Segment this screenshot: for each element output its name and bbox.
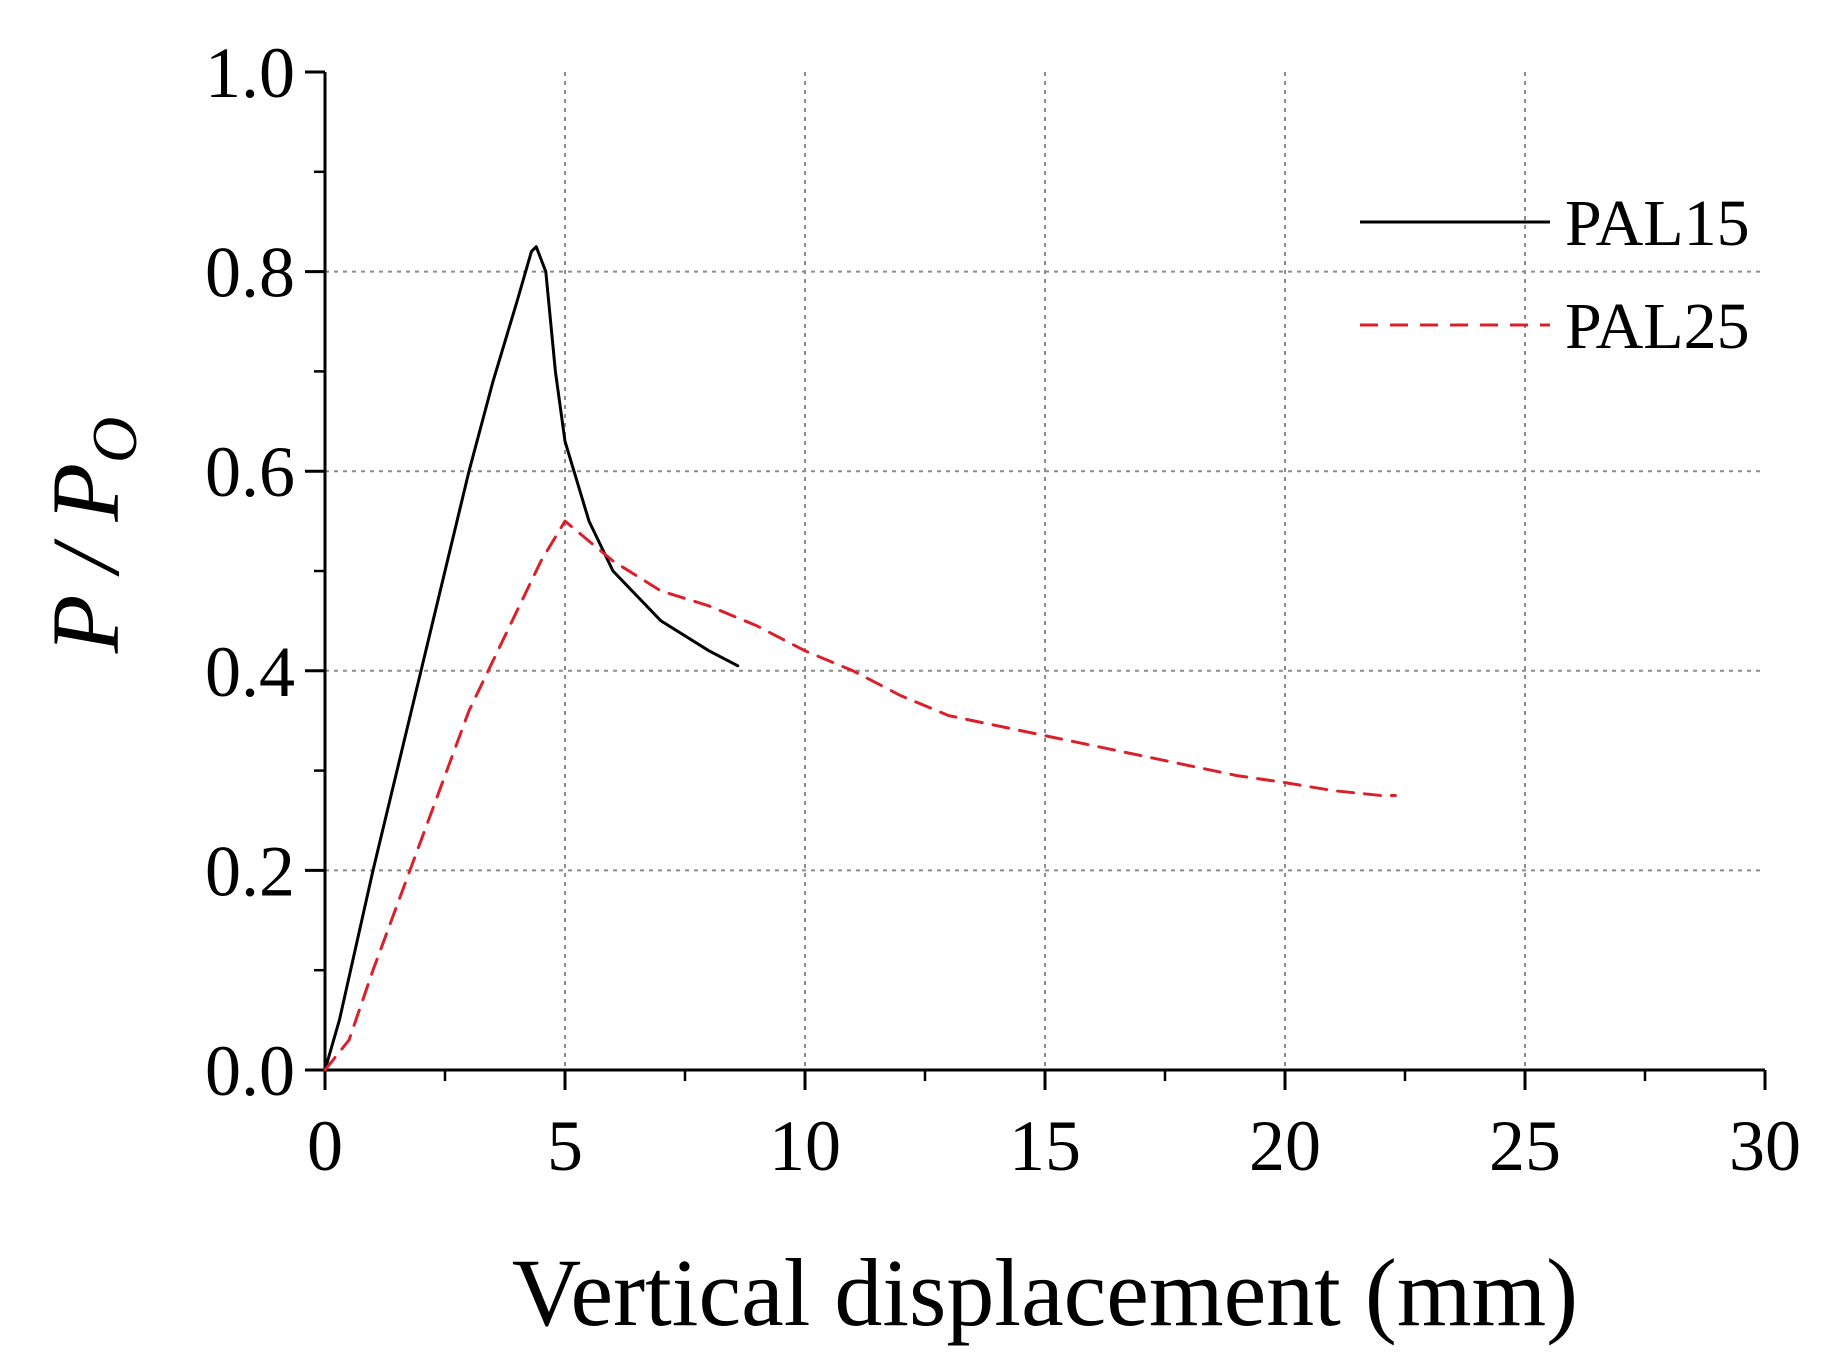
x-tick-label-0: 0 [307,1106,343,1186]
legend: PAL15 PAL25 [1360,187,1750,363]
x-tick-label-30: 30 [1729,1106,1801,1186]
y-tick-label-0.6: 0.6 [205,432,295,512]
y-tick-label-0.4: 0.4 [205,632,295,712]
x-tick-label-20: 20 [1249,1106,1321,1186]
legend-label-pal25: PAL25 [1565,290,1750,363]
y-tick-label-0.0: 0.0 [205,1031,295,1111]
series-line-pal15 [323,245,740,1072]
x-tick-label-25: 25 [1489,1106,1561,1186]
y-axis-title: P / PO [32,417,150,654]
y-tick-label-0.8: 0.8 [205,233,295,313]
x-tick-label-10: 10 [769,1106,841,1186]
series [323,245,1397,1072]
x-tick-label-5: 5 [547,1106,583,1186]
y-tick-label-0.2: 0.2 [205,831,295,911]
y-axis-title-sub: O [79,417,150,463]
x-tick-label-15: 15 [1009,1106,1081,1186]
series-line-pal25 [323,519,1397,1072]
x-axis-title: Vertical displacement (mm) [512,1239,1578,1346]
tick-labels: 0 5 10 15 20 25 30 0.0 0.2 0.4 0.6 0.8 1.0 [205,33,1801,1186]
grid [325,72,1765,1070]
legend-label-pal15: PAL15 [1565,187,1750,260]
ticks [305,70,1767,1090]
y-tick-label-1.0: 1.0 [205,33,295,113]
y-axis-title-main: P / P [32,463,139,654]
